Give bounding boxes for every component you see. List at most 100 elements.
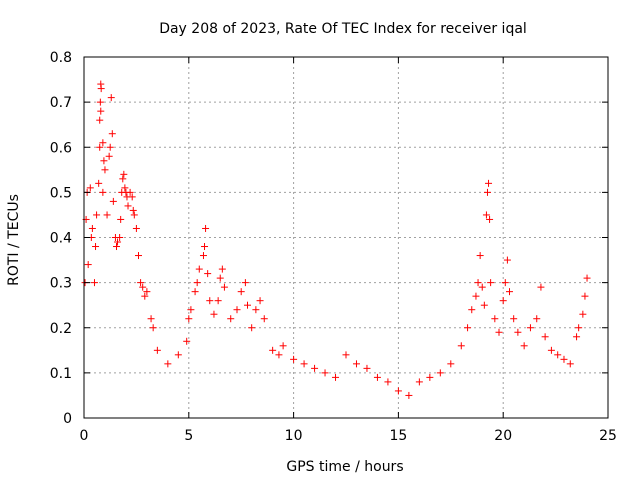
- data-point: [97, 107, 105, 115]
- data-point: [96, 98, 104, 106]
- data-point: [134, 252, 142, 260]
- data-point: [147, 315, 155, 323]
- data-point: [210, 310, 218, 318]
- data-point: [248, 324, 256, 332]
- data-point: [415, 378, 423, 386]
- data-point: [124, 202, 132, 210]
- y-tick-label: 0.2: [50, 321, 72, 337]
- data-point: [137, 279, 145, 287]
- data-point: [132, 224, 140, 232]
- data-point: [149, 324, 157, 332]
- data-point: [252, 306, 260, 314]
- data-point: [342, 351, 350, 359]
- x-tick-label: 25: [599, 428, 617, 444]
- x-tick-label: 20: [494, 428, 512, 444]
- data-point: [269, 346, 277, 354]
- data-point: [495, 328, 503, 336]
- data-point: [526, 324, 534, 332]
- data-point: [547, 346, 555, 354]
- data-point: [486, 215, 494, 223]
- data-point: [90, 279, 98, 287]
- data-point: [121, 184, 129, 192]
- data-point: [119, 175, 127, 183]
- x-axis-label: GPS time / hours: [286, 459, 403, 475]
- data-point: [92, 243, 100, 251]
- data-point: [491, 315, 499, 323]
- data-point: [105, 152, 113, 160]
- x-tick-label: 5: [184, 428, 193, 444]
- y-tick-label: 0.7: [50, 95, 72, 111]
- data-point: [575, 324, 583, 332]
- data-point: [581, 292, 589, 300]
- data-point: [514, 328, 522, 336]
- y-tick-label: 0.3: [50, 276, 72, 292]
- data-point: [256, 297, 264, 305]
- data-point: [84, 261, 92, 269]
- data-point: [426, 373, 434, 381]
- data-point: [447, 360, 455, 368]
- data-point: [482, 211, 490, 219]
- data-point: [216, 274, 224, 282]
- x-tick-label: 0: [80, 428, 89, 444]
- data-point: [464, 324, 472, 332]
- data-point: [520, 342, 528, 350]
- data-point: [405, 391, 413, 399]
- data-point: [183, 337, 191, 345]
- data-point: [275, 351, 283, 359]
- data-point: [290, 355, 298, 363]
- data-point: [394, 387, 402, 395]
- data-point: [384, 378, 392, 386]
- data-point: [533, 315, 541, 323]
- data-point: [117, 215, 125, 223]
- data-point: [108, 130, 116, 138]
- data-point: [193, 279, 201, 287]
- y-axis-label: ROTI / TECUs: [6, 194, 22, 286]
- data-point: [99, 188, 107, 196]
- y-tick-label: 0: [63, 411, 72, 427]
- data-point: [206, 297, 214, 305]
- data-point: [485, 179, 493, 187]
- data-point: [116, 234, 124, 241]
- y-tick-label: 0.8: [50, 50, 72, 66]
- data-point: [505, 288, 513, 296]
- y-tick-label: 0.6: [50, 140, 72, 156]
- data-point: [86, 184, 94, 192]
- data-point: [476, 252, 484, 260]
- data-point: [233, 306, 241, 314]
- data-point: [560, 355, 568, 363]
- data-point: [483, 188, 491, 196]
- data-point: [480, 301, 488, 309]
- data-point: [241, 279, 249, 287]
- data-point: [95, 179, 103, 187]
- data-point: [474, 279, 482, 287]
- data-point: [566, 360, 574, 368]
- data-point: [174, 351, 182, 359]
- data-point: [107, 94, 115, 102]
- data-point: [199, 252, 207, 260]
- data-point: [191, 288, 199, 296]
- data-point: [112, 243, 120, 251]
- data-point: [501, 279, 509, 287]
- data-point: [554, 351, 562, 359]
- data-point: [99, 139, 107, 147]
- data-point: [363, 364, 371, 372]
- data-point: [487, 279, 495, 287]
- data-point: [128, 193, 136, 201]
- data-point: [201, 243, 209, 251]
- data-point: [106, 143, 114, 151]
- data-point: [141, 292, 149, 300]
- data-point: [300, 360, 308, 368]
- data-point: [126, 188, 134, 196]
- data-point: [204, 270, 212, 278]
- data-point: [88, 224, 96, 232]
- data-point: [218, 265, 226, 273]
- data-point: [499, 297, 507, 305]
- data-point: [187, 306, 195, 314]
- data-point: [195, 265, 203, 273]
- data-point: [478, 283, 486, 291]
- data-point: [93, 211, 101, 219]
- data-point: [332, 373, 340, 381]
- grid-lines: [83, 56, 609, 419]
- data-point: [96, 116, 104, 124]
